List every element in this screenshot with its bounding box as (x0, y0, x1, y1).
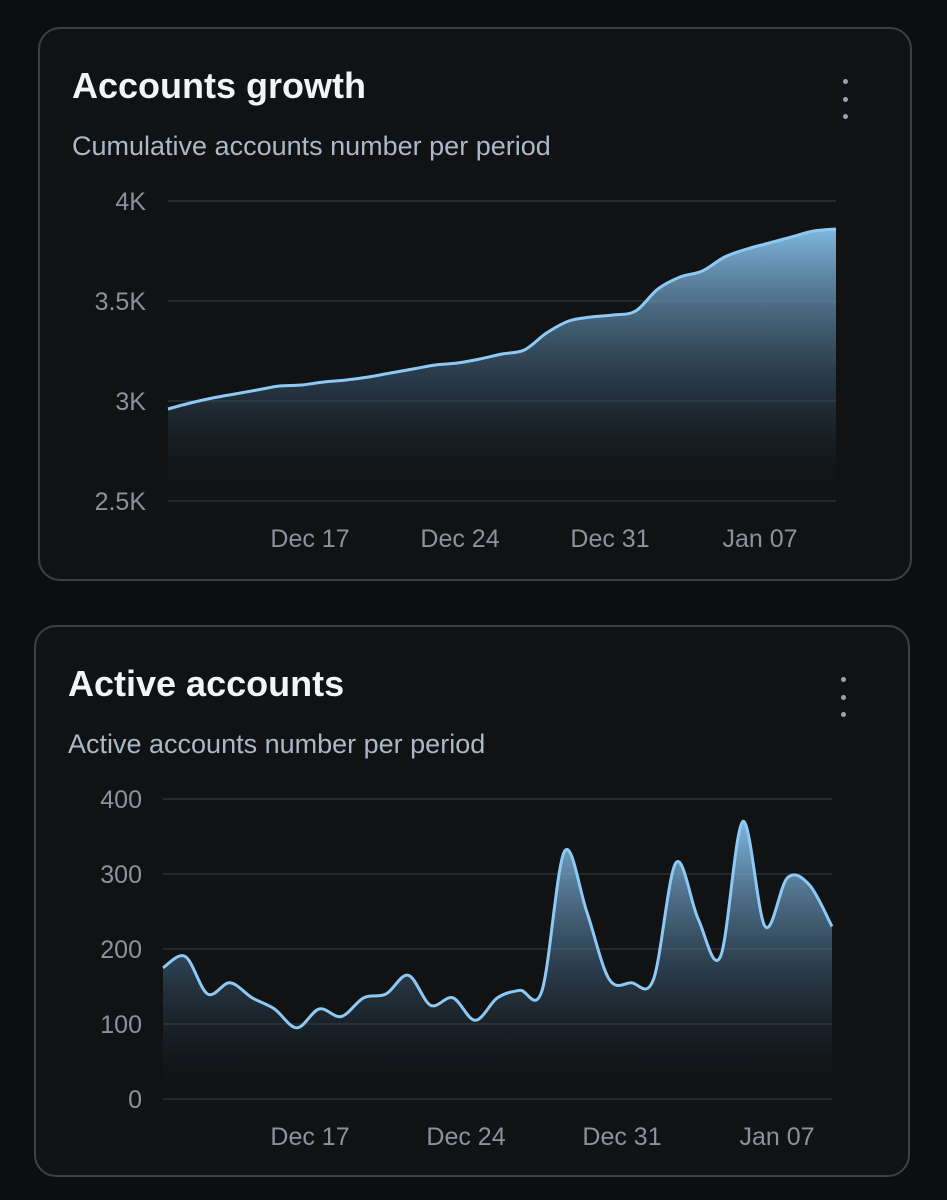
x-tick-label: Dec 17 (270, 1123, 349, 1151)
y-tick-label: 400 (100, 786, 142, 814)
active-accounts-chart: 0 100 200 300 400 Dec 17 Dec 24 Dec 31 Jan 07 (100, 786, 834, 1151)
menu-dot (842, 79, 848, 84)
x-tick-label: Dec 31 (582, 1123, 661, 1151)
x-tick-label: Dec 17 (270, 525, 349, 553)
more-vertical-icon[interactable] (836, 677, 850, 717)
y-tick-label: 3.5K (95, 288, 147, 316)
x-tick-label: Jan 07 (722, 525, 797, 553)
y-tick-label: 100 (100, 1011, 142, 1039)
y-tick-label: 200 (100, 936, 142, 964)
menu-dot (840, 694, 846, 700)
y-tick-label: 0 (128, 1086, 142, 1114)
menu-dot (840, 677, 846, 682)
area-fill (168, 229, 836, 501)
accounts-growth-card: Accounts growth Cumulative accounts numb… (38, 27, 912, 581)
card-title: Active accounts (68, 663, 345, 704)
x-tick-label: Dec 31 (570, 525, 649, 553)
series-line (167, 227, 837, 411)
accounts-growth-chart: 2.5K 3K 3.5K 4K Dec 17 Dec 24 Dec 31 Jan 07 (95, 188, 837, 553)
y-tick-label: 4K (115, 188, 146, 216)
x-tick-label: Dec 24 (426, 1123, 505, 1151)
series-line (162, 819, 834, 1030)
x-tick-label: Jan 07 (739, 1123, 814, 1151)
card-subtitle: Cumulative accounts number per period (72, 131, 551, 161)
card-title: Accounts growth (72, 65, 366, 106)
more-vertical-icon[interactable] (838, 79, 852, 119)
area-fill (163, 821, 832, 1099)
card-subtitle: Active accounts number per period (68, 729, 486, 759)
menu-dot (842, 114, 848, 119)
y-tick-label: 2.5K (95, 488, 147, 516)
menu-dot (840, 712, 846, 717)
x-tick-label: Dec 24 (420, 525, 499, 553)
y-tick-label: 3K (115, 388, 146, 416)
active-accounts-card: Active accounts Active accounts number p… (34, 625, 910, 1177)
y-tick-label: 300 (100, 861, 142, 889)
menu-dot (842, 96, 848, 102)
